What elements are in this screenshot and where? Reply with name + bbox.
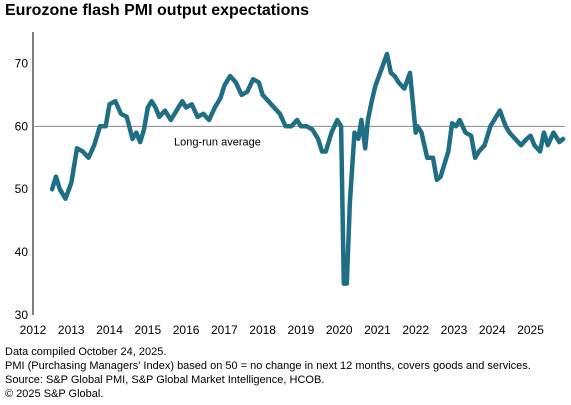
x-tick-label: 2018 [249,323,276,337]
footer-data-compiled: Data compiled October 24, 2025. [5,346,167,358]
footer-pmi-note: PMI (Purchasing Managers' Index) based o… [5,360,531,372]
series-line [49,51,566,286]
long-run-average-label: Long-run average [174,136,261,148]
footer-copyright: © 2025 S&P Global. [5,388,104,400]
x-tick-label: 2016 [173,323,200,337]
y-tick-label: 70 [15,56,29,70]
y-tick-label: 60 [15,119,29,133]
x-tick-label: 2014 [96,323,123,337]
x-tick-label: 2012 [20,323,47,337]
x-tick-label: 2022 [402,323,429,337]
x-tick-label: 2023 [441,323,468,337]
chart-footer: Data compiled October 24, 2025. PMI (Pur… [5,345,531,401]
x-tick-labels: 2012 2013 2014 2015 2016 2017 2018 2019 2020 2021… [20,323,545,337]
x-tick-label: 2021 [364,323,391,337]
y-tick-label: 30 [15,308,29,322]
x-tick-label: 2017 [211,323,238,337]
x-tick-label: 2025 [517,323,544,337]
y-tick-label: 40 [15,245,29,259]
x-tick-label: 2024 [479,323,506,337]
x-tick-label: 2020 [326,323,353,337]
y-tick-label: 50 [15,182,29,196]
x-tick-label: 2015 [134,323,161,337]
page-title: Eurozone flash PMI output expectations [5,2,310,19]
x-tick-label: 2019 [288,323,315,337]
footer-source: Source: S&P Global PMI, S&P Global Marke… [5,374,325,386]
y-tick-labels: 30 40 50 60 70 [15,56,29,322]
x-tick-label: 2013 [58,323,85,337]
